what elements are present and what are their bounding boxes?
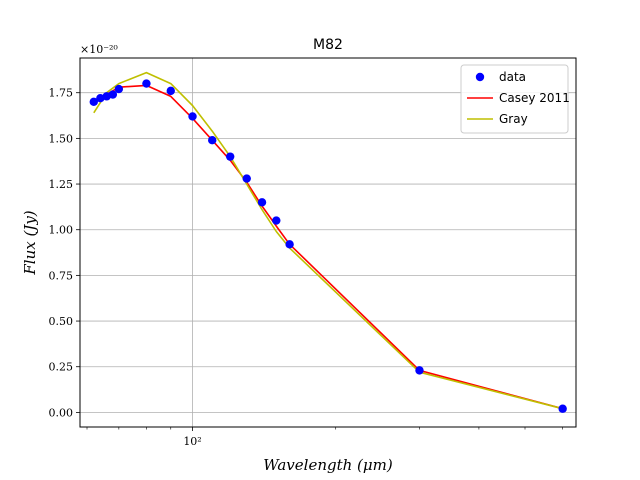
y-tick-label: 0.75 <box>49 269 74 282</box>
legend-label: data <box>499 70 526 84</box>
data-point <box>272 216 281 225</box>
data-point <box>257 198 267 207</box>
x-tick-label: 10² <box>183 435 201 448</box>
data-point <box>415 366 424 375</box>
legend: data Casey 2011 Gray <box>460 64 570 134</box>
legend-box <box>460 64 569 134</box>
data-point <box>166 86 175 96</box>
legend-label: Casey 2011 <box>499 91 570 105</box>
data-point <box>285 240 294 249</box>
y-axis-label: Flux (Jy) <box>21 210 39 275</box>
legend-label: Gray <box>499 112 528 126</box>
data-point <box>96 93 105 103</box>
y-tick-label: 1.25 <box>49 178 74 191</box>
data-point <box>208 136 217 145</box>
x-axis-label: Wavelength (μm) <box>263 456 393 474</box>
y-tick-label: 1.50 <box>49 132 74 145</box>
y-tick-label: 1.00 <box>49 224 74 237</box>
y-tick-label: 0.25 <box>49 361 74 374</box>
data-point <box>558 404 567 413</box>
plot-area <box>89 71 567 413</box>
axis-ticks: 0.00 0.25 0.50 0.75 1.00 1.25 1.50 1.75 10² <box>49 87 563 448</box>
chart-title: M82 <box>313 37 343 53</box>
y-tick-label: 0.00 <box>49 406 74 419</box>
data-point <box>108 90 118 99</box>
data-point <box>188 112 197 121</box>
y-tick-label: 0.50 <box>49 315 74 328</box>
axes-frame <box>79 57 577 428</box>
data-point <box>242 174 251 183</box>
y-tick-label: 1.75 <box>49 87 74 100</box>
data-point <box>114 84 124 94</box>
data-point <box>225 152 235 161</box>
data-point <box>89 97 98 107</box>
legend-marker <box>475 72 485 82</box>
y-offset-text: ×10⁻²⁰ <box>80 43 118 56</box>
data-point <box>142 79 151 88</box>
